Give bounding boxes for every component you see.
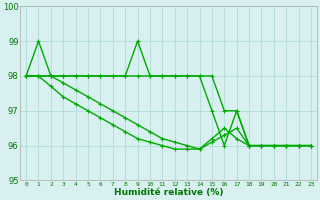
X-axis label: Humidité relative (%): Humidité relative (%) <box>114 188 223 197</box>
